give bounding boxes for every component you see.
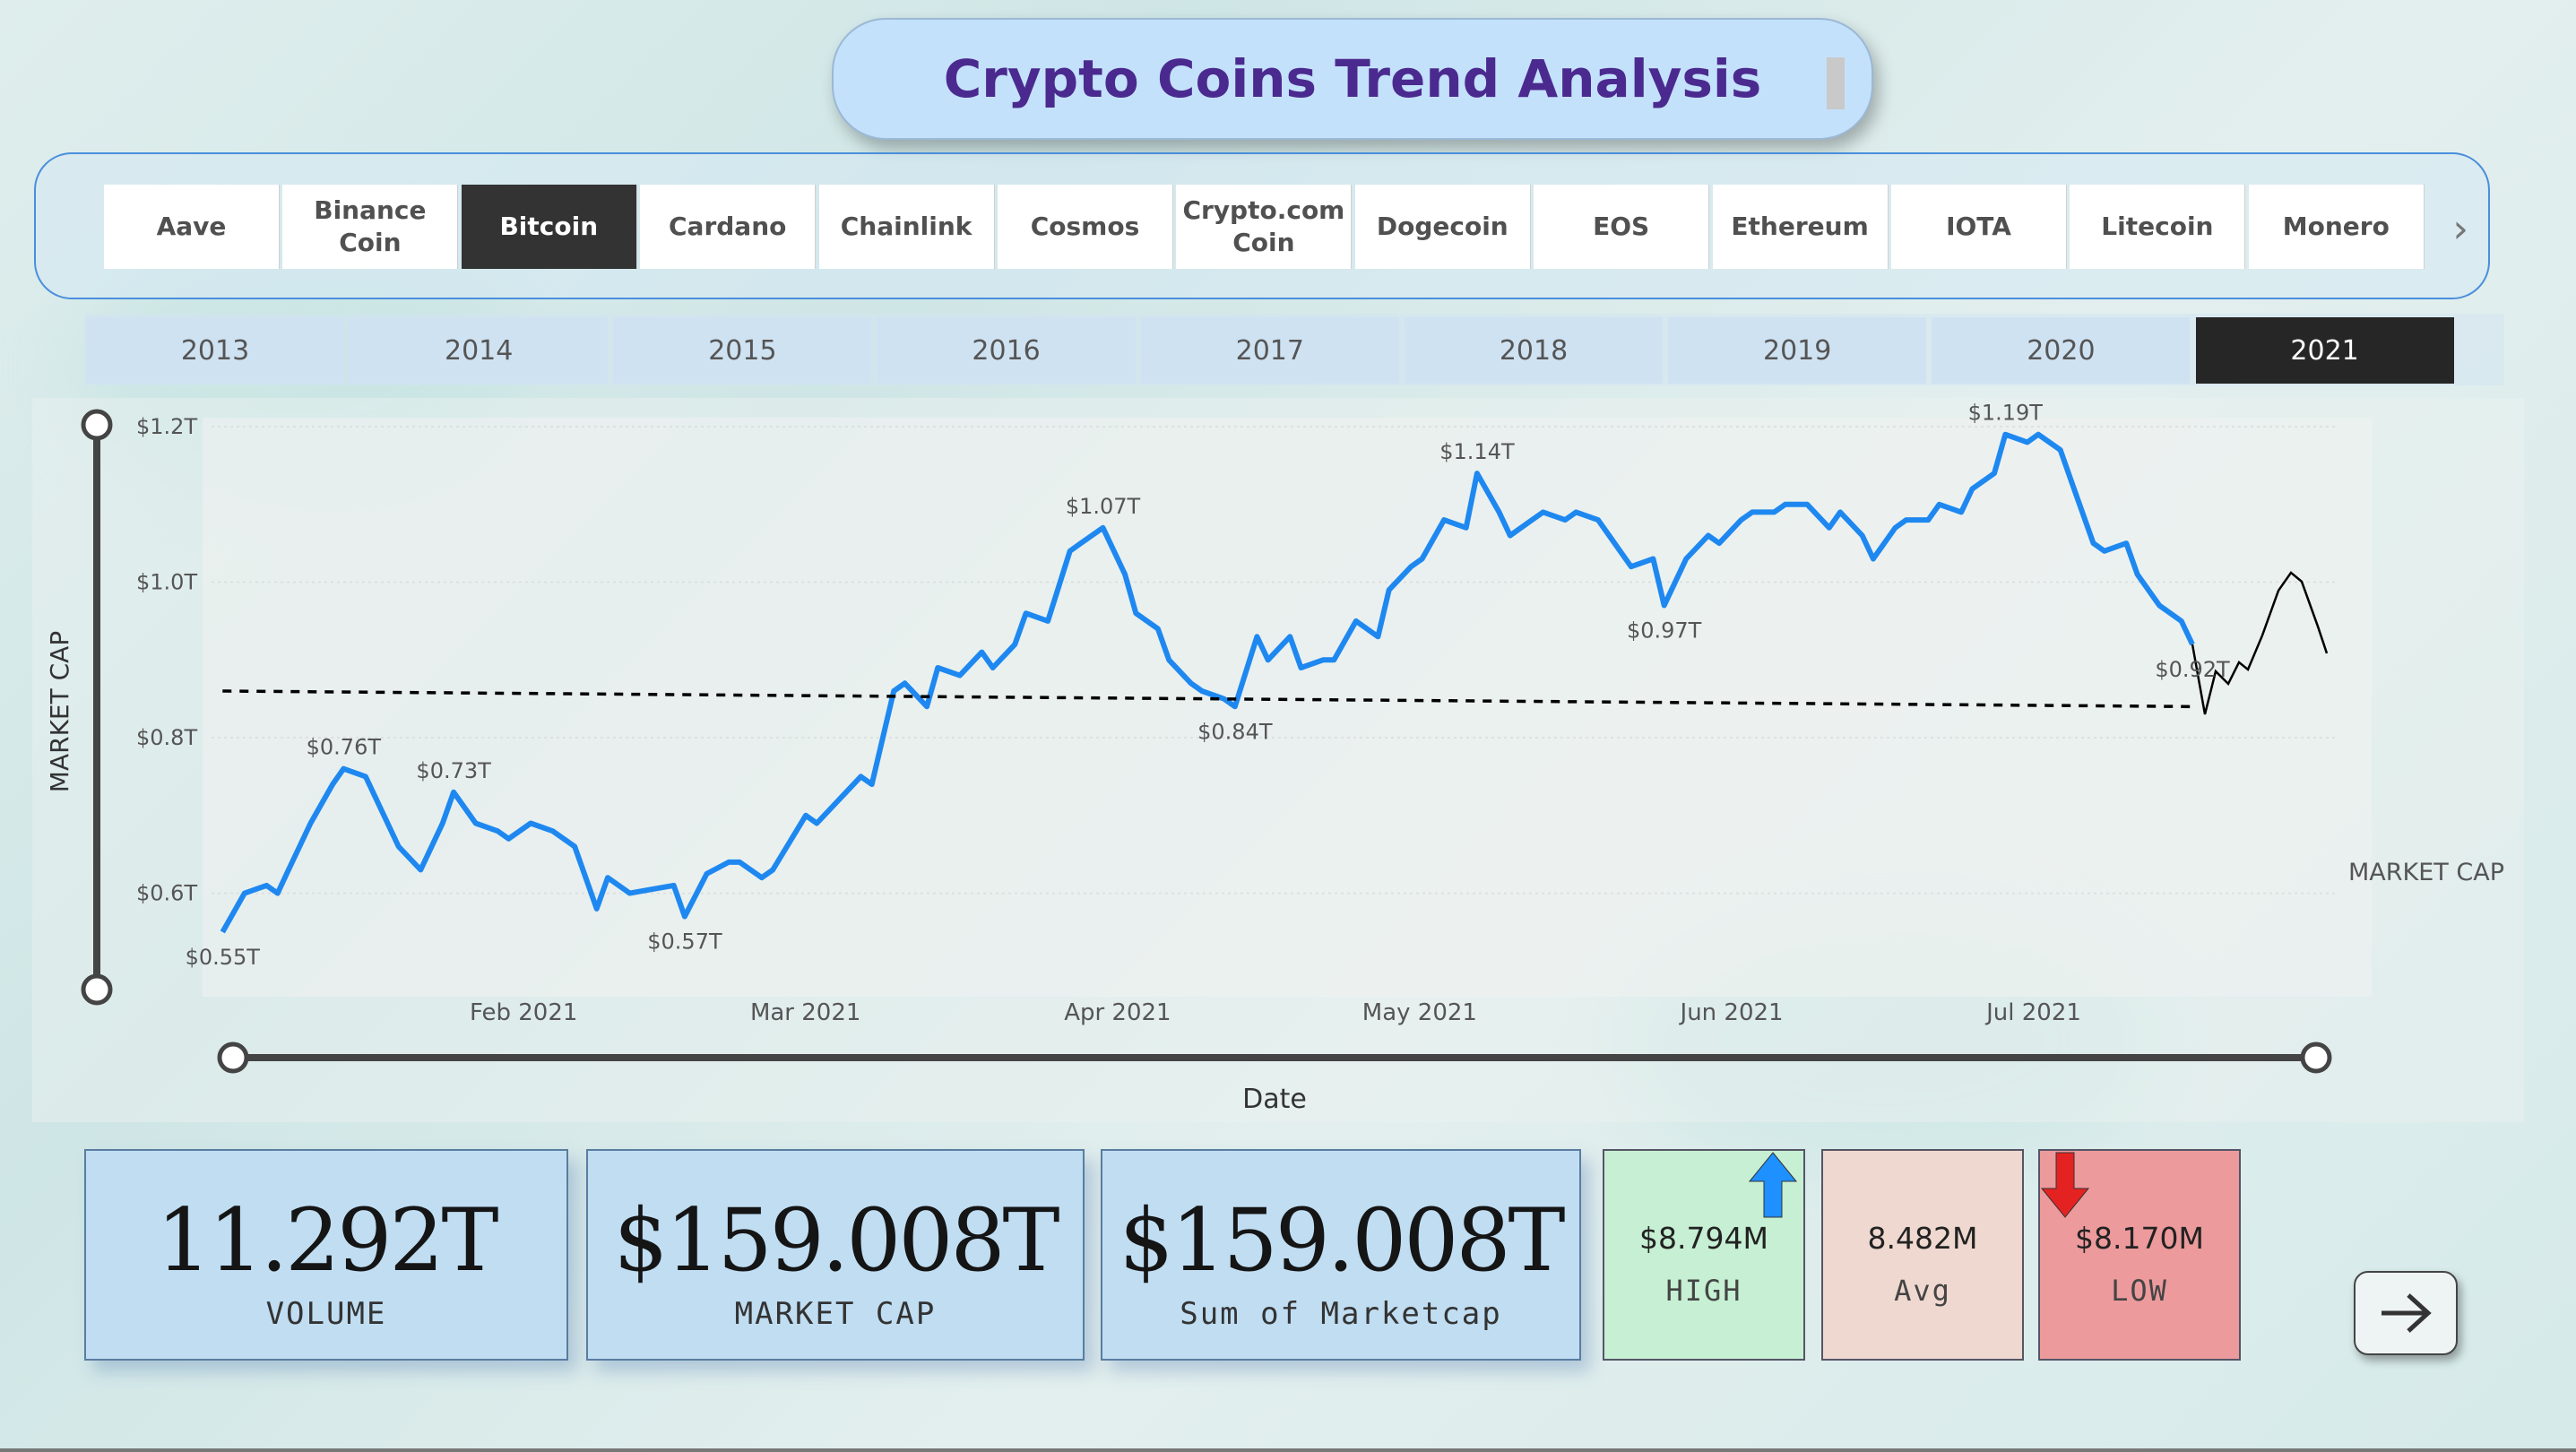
arrow-down-icon: [2040, 1152, 2090, 1218]
x-tick-label: Jul 2021: [1984, 999, 2081, 1026]
y-tick-label: $1.0T: [136, 570, 197, 595]
data-label: $1.14T: [1439, 439, 1515, 464]
data-label: $0.76T: [307, 735, 382, 760]
y-zoom-handle-bottom[interactable]: [81, 973, 113, 1006]
x-zoom-handle-right[interactable]: [2300, 1041, 2332, 1074]
coin-button-chainlink[interactable]: Chainlink: [818, 185, 995, 269]
coin-button-cardano[interactable]: Cardano: [640, 185, 817, 269]
data-label: $1.19T: [1968, 401, 2044, 426]
scrollbar[interactable]: [1827, 57, 1845, 109]
page-border: [0, 1448, 2576, 1452]
stat-label: HIGH: [1665, 1274, 1742, 1308]
plot-area: [203, 418, 2372, 997]
stat-card-high: $8.794M HIGH: [1603, 1149, 1805, 1361]
data-label: $0.57T: [647, 929, 722, 955]
page-title: Crypto Coins Trend Analysis: [943, 48, 1762, 109]
coin-button-litecoin[interactable]: Litecoin: [2070, 185, 2246, 269]
year-button-2020[interactable]: 2020: [1932, 317, 2191, 384]
data-label: $0.92T: [2155, 657, 2230, 682]
kpi-card-sum-of-marketcap: $159.008T Sum of Marketcap: [1101, 1149, 1581, 1361]
stat-label: LOW: [2111, 1274, 2168, 1308]
coin-button-aave[interactable]: Aave: [104, 185, 280, 269]
kpi-label: MARKET CAP: [734, 1296, 937, 1332]
chevron-right-icon[interactable]: ›: [2452, 206, 2468, 252]
market-cap-chart: $0.6T $0.8T $1.0T $1.2T Feb 2021 Mar 2021 Apr …: [32, 398, 2524, 1122]
stat-value: $8.794M: [1639, 1221, 1768, 1256]
year-button-2018[interactable]: 2018: [1405, 317, 1663, 384]
kpi-card-volume: 11.292T VOLUME: [84, 1149, 568, 1361]
stat-card-low: $8.170M LOW: [2038, 1149, 2241, 1361]
y-axis-title: MARKET CAP: [45, 631, 74, 792]
kpi-value: $159.008T: [1119, 1190, 1565, 1291]
year-button-2021[interactable]: 2021: [2195, 317, 2454, 384]
data-label: $0.73T: [416, 758, 491, 783]
data-label: $0.97T: [1627, 618, 1702, 644]
y-tick-label: $0.8T: [136, 725, 197, 750]
year-button-2014[interactable]: 2014: [350, 317, 609, 384]
y-zoom-handle-top[interactable]: [81, 409, 113, 441]
x-tick-label: Feb 2021: [470, 999, 577, 1026]
y-tick-label: $0.6T: [136, 881, 197, 906]
coin-button-cosmos[interactable]: Cosmos: [998, 185, 1173, 269]
next-page-button[interactable]: [2354, 1271, 2458, 1355]
coin-button-binance-coin[interactable]: Binance Coin: [282, 185, 459, 269]
title-banner: Crypto Coins Trend Analysis: [832, 18, 1873, 140]
year-button-2016[interactable]: 2016: [877, 317, 1136, 384]
kpi-card-market-cap: $159.008T MARKET CAP: [586, 1149, 1085, 1361]
coin-button-monero[interactable]: Monero: [2248, 185, 2425, 269]
arrow-up-icon: [1748, 1152, 1798, 1218]
kpi-value: 11.292T: [156, 1190, 499, 1291]
coin-slicer: Aave Binance Coin Bitcoin Cardano Chainlink C…: [34, 152, 2490, 299]
coin-button-bitcoin[interactable]: Bitcoin: [461, 185, 637, 269]
stat-value: $8.170M: [2075, 1221, 2204, 1256]
year-button-2013[interactable]: 2013: [86, 317, 344, 384]
series-label: MARKET CAP: [2348, 859, 2504, 886]
x-tick-label: May 2021: [1362, 999, 1477, 1026]
kpi-label: Sum of Marketcap: [1180, 1296, 1502, 1332]
forecast-line: [2191, 571, 2329, 715]
data-label: $0.55T: [186, 945, 261, 970]
x-tick-label: Jun 2021: [1679, 999, 1784, 1026]
year-button-2015[interactable]: 2015: [613, 317, 872, 384]
coin-button-crypto-com-coin[interactable]: Crypto.com Coin: [1176, 185, 1353, 269]
kpi-label: VOLUME: [265, 1296, 387, 1332]
x-tick-label: Mar 2021: [750, 999, 861, 1026]
stat-value: 8.482M: [1867, 1221, 1978, 1256]
coin-button-eos[interactable]: EOS: [1534, 185, 1710, 269]
y-tick-label: $1.2T: [136, 414, 197, 439]
data-label: $1.07T: [1066, 494, 1141, 519]
year-button-2017[interactable]: 2017: [1140, 317, 1399, 384]
kpi-value: $159.008T: [613, 1190, 1059, 1291]
x-tick-label: Apr 2021: [1064, 999, 1171, 1026]
coin-button-iota[interactable]: IOTA: [1891, 185, 2067, 269]
coin-button-dogecoin[interactable]: Dogecoin: [1354, 185, 1531, 269]
stat-card-avg: 8.482M Avg: [1821, 1149, 2024, 1361]
x-axis-title: Date: [1242, 1084, 1307, 1115]
arrow-right-icon: [2382, 1293, 2432, 1333]
series-line-market-cap: [220, 431, 2195, 934]
year-button-2019[interactable]: 2019: [1668, 317, 1927, 384]
year-slicer: 2013 2014 2015 2016 2017 2018 2019 2020 2021: [84, 314, 2504, 385]
coin-button-ethereum[interactable]: Ethereum: [1712, 185, 1889, 269]
data-label: $0.84T: [1197, 719, 1273, 744]
stat-label: Avg: [1894, 1274, 1951, 1308]
trend-line: [222, 689, 2193, 709]
x-zoom-handle-left[interactable]: [217, 1041, 249, 1074]
